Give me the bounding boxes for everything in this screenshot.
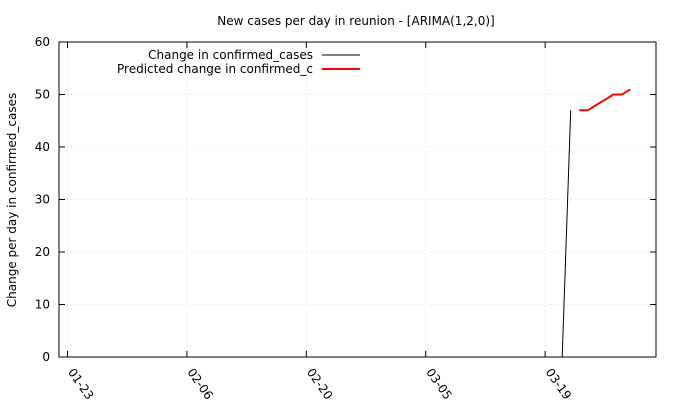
- y-tick-label: 30: [35, 193, 50, 207]
- y-tick-label: 60: [35, 35, 50, 49]
- y-tick-label: 50: [35, 88, 50, 102]
- x-tick-label: 03-19: [543, 366, 574, 400]
- y-tick-label: 20: [35, 245, 50, 259]
- x-tick-label: 01-23: [65, 366, 96, 400]
- grid-lines: [59, 42, 656, 357]
- chart-title: New cases per day in reunion - [ARIMA(1,…: [217, 14, 494, 28]
- x-tick-label: 03-05: [423, 366, 454, 400]
- legend-label: Change in confirmed_cases: [148, 48, 313, 62]
- plot-frame: [58, 41, 657, 358]
- x-tick-label: 02-20: [304, 366, 335, 400]
- y-tick-label: 10: [35, 298, 50, 312]
- legend-label: Predicted change in confirmed_c: [117, 62, 313, 76]
- y-axis-label: Change per day in confirmed_cases: [5, 93, 19, 308]
- y-tick-label: 40: [35, 140, 50, 154]
- y-tick-label: 0: [42, 350, 50, 364]
- series-line-actual: [561, 110, 572, 358]
- series-lines: [561, 88, 631, 358]
- series-line-predicted: [579, 88, 631, 112]
- x-tick-label: 02-06: [184, 366, 215, 400]
